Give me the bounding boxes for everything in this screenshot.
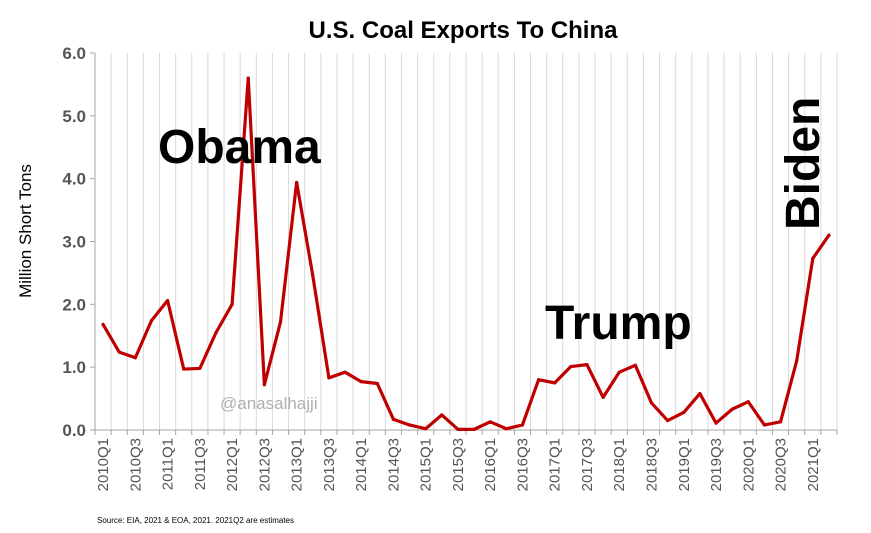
x-tick-label: 2015Q1	[418, 438, 435, 491]
data-point	[553, 381, 557, 385]
data-point	[617, 370, 621, 374]
y-tick-labels: 0.0 1.0 2.0 3.0 4.0 5.0 6.0	[62, 44, 86, 440]
x-tick-label: 2011Q3	[192, 438, 209, 490]
data-point	[375, 381, 379, 386]
data-point	[198, 366, 202, 371]
y-tick-label: 6.0	[62, 44, 86, 63]
data-point	[714, 421, 718, 425]
data-point	[149, 319, 154, 323]
data-point	[343, 370, 347, 374]
x-tick-label: 2021Q1	[805, 438, 822, 491]
x-tick-label: 2012Q3	[256, 438, 273, 491]
data-point	[230, 302, 234, 306]
x-tick-label: 2015Q3	[450, 438, 467, 491]
x-tick-label: 2018Q3	[644, 438, 661, 491]
y-axis-label: Million Short Tons	[16, 164, 35, 298]
source-note: Source: EIA, 2021 & EOA, 2021. 2021Q2 ar…	[97, 516, 294, 525]
x-tick-label: 2020Q3	[773, 438, 790, 491]
data-point	[117, 350, 121, 354]
data-point	[182, 367, 186, 371]
x-tick-label: 2010Q3	[127, 438, 144, 491]
data-point	[424, 427, 428, 431]
axes	[90, 52, 838, 435]
data-point	[601, 395, 605, 399]
x-tick-label: 2019Q3	[708, 438, 725, 491]
x-tick-label: 2020Q1	[740, 438, 757, 491]
chart-title: U.S. Coal Exports To China	[309, 17, 619, 44]
data-point	[278, 320, 283, 324]
data-point	[811, 256, 815, 261]
data-point	[698, 391, 702, 396]
x-tick-label: 2011Q1	[160, 438, 177, 490]
y-tick-label: 4.0	[62, 170, 86, 189]
x-tick-label: 2014Q1	[353, 438, 370, 491]
x-tick-label: 2017Q1	[547, 438, 564, 491]
watermark: @anasalhajji	[220, 394, 318, 413]
data-point	[585, 363, 589, 367]
data-point	[649, 401, 654, 405]
data-point	[666, 418, 670, 423]
x-tick-label: 2018Q1	[611, 438, 628, 491]
x-tick-label: 2016Q1	[482, 438, 499, 491]
data-point	[730, 407, 734, 411]
data-points	[101, 76, 831, 431]
y-tick-label: 5.0	[62, 107, 86, 126]
data-point	[359, 380, 363, 384]
y-tick-label: 1.0	[62, 358, 86, 377]
data-point	[762, 423, 767, 427]
data-point	[682, 410, 686, 415]
data-point	[440, 413, 444, 417]
data-point	[391, 417, 396, 421]
data-point	[746, 400, 750, 404]
x-tick-label: 2010Q1	[95, 438, 112, 491]
data-point	[214, 331, 218, 335]
data-point	[133, 356, 137, 360]
data-point	[407, 423, 412, 427]
series-line	[101, 76, 831, 431]
data-point	[536, 378, 541, 382]
x-tick-label: 2014Q3	[385, 438, 402, 491]
data-point	[504, 427, 508, 431]
data-point	[295, 180, 299, 185]
x-tick-label: 2017Q3	[579, 438, 596, 491]
x-tick-label: 2016Q3	[514, 438, 531, 491]
data-point	[520, 423, 525, 427]
data-point	[569, 364, 573, 369]
data-point	[246, 76, 250, 80]
data-point	[262, 383, 266, 387]
data-point	[488, 420, 492, 424]
data-point	[311, 273, 315, 278]
y-tick-label: 3.0	[62, 233, 86, 252]
x-tick-label: 2019Q1	[676, 438, 693, 491]
x-tick-labels: 2010Q1 2010Q3 2011Q1 2011Q3 2012Q1 2012Q3 2013…	[95, 438, 822, 491]
annotation-trump: Trump	[545, 297, 692, 350]
data-point	[795, 359, 799, 363]
x-tick-label: 2012Q1	[224, 438, 241, 491]
data-point	[633, 363, 637, 367]
data-point	[327, 376, 331, 380]
x-tick-label: 2013Q3	[321, 438, 338, 491]
y-tick-label: 0.0	[62, 421, 86, 440]
data-point	[101, 322, 105, 327]
annotation-biden: Biden	[777, 97, 830, 230]
data-point	[778, 420, 783, 424]
x-tick-label: 2013Q1	[289, 438, 306, 491]
y-tick-label: 2.0	[62, 295, 86, 314]
data-point	[165, 298, 170, 303]
data-point	[456, 427, 460, 431]
data-point	[472, 427, 476, 431]
annotation-obama: Obama	[158, 121, 321, 174]
grid-lines	[94, 53, 838, 430]
data-point	[827, 233, 831, 237]
